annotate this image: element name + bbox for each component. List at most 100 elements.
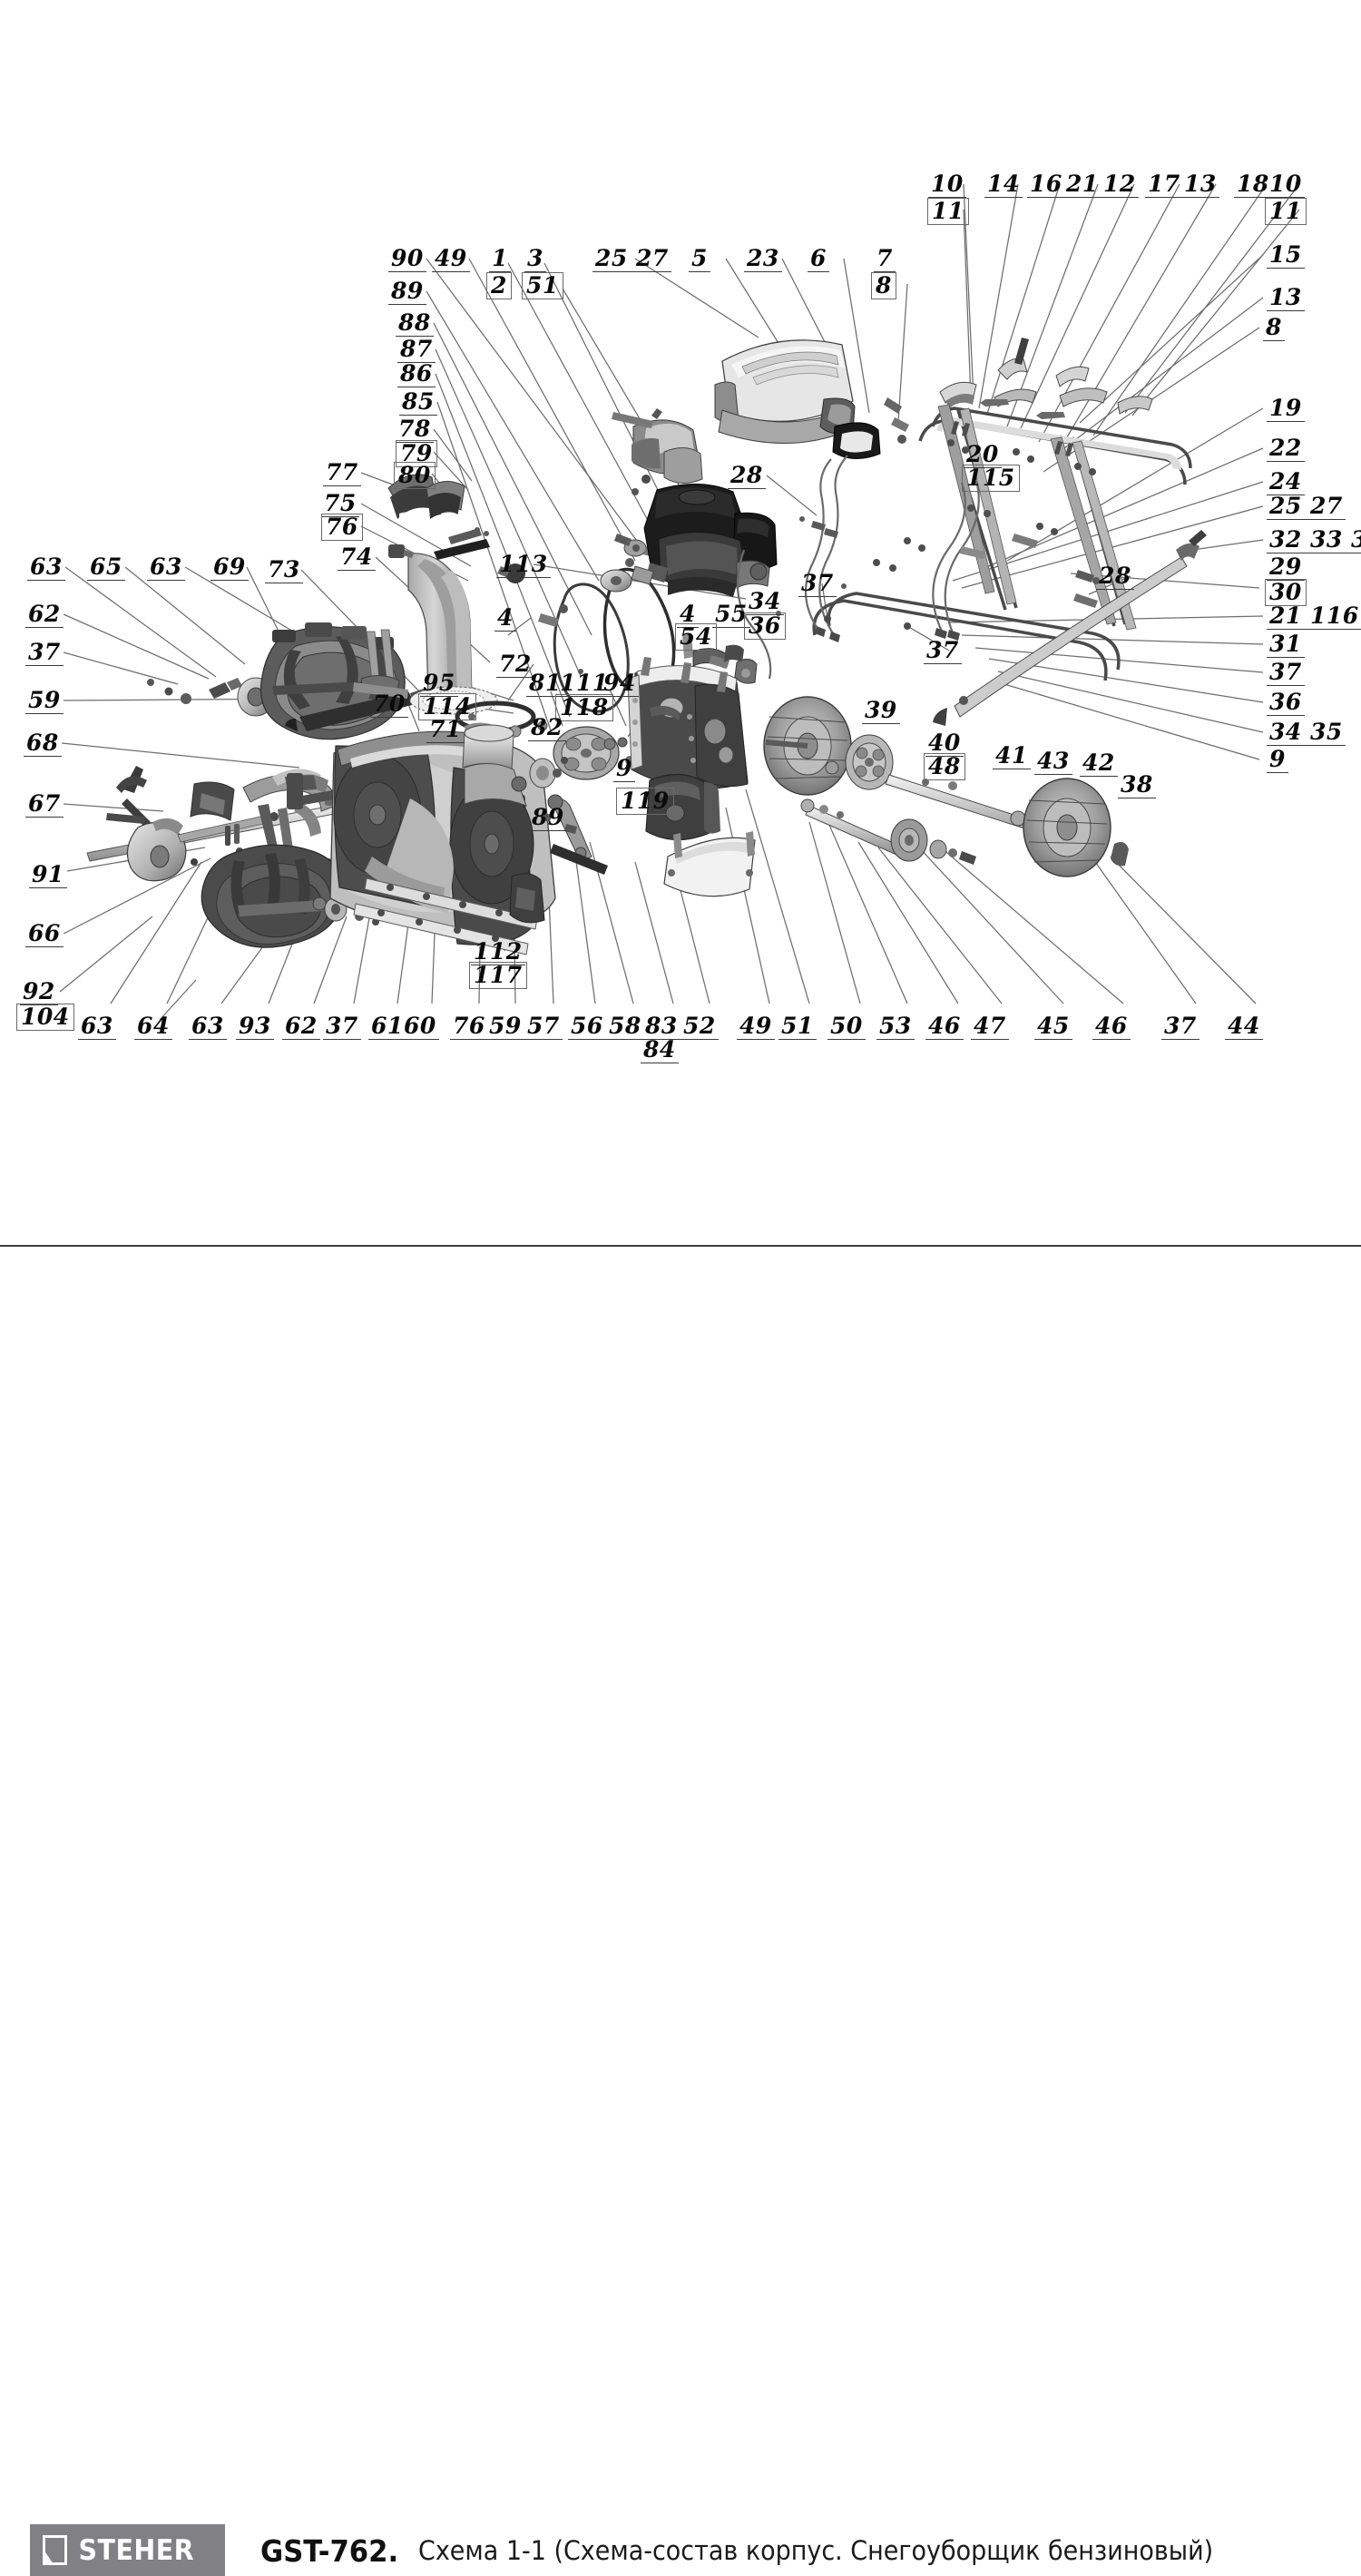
callout-c-67: 67 [25, 792, 64, 818]
callout-c-21a: 21 [1063, 172, 1102, 198]
callout-c-63d: 63 [189, 1014, 227, 1040]
callout-c-37c: 37 [924, 639, 962, 664]
callout-c-76b: 76 [450, 1014, 488, 1040]
callout-c-61: 61 [368, 1014, 406, 1040]
callout-c-63b: 63 [147, 555, 185, 581]
engine-assembly [612, 408, 778, 597]
exploded-view-canvas [0, 0, 1361, 1245]
callout-c-6: 6 [808, 247, 829, 272]
callout-c-114: 114 [418, 693, 476, 720]
callout-c-63c: 63 [78, 1014, 116, 1040]
handlebar-frame-fill [936, 417, 1181, 470]
parts-diagram-page: 90 49 1 3 2 51 25 27 5 23 6 7 8 10 11 14 16 21 12 17 13 18 10… [0, 0, 1361, 1361]
callout-c-29: 29 [1267, 555, 1305, 581]
callout-c-115: 115 [962, 465, 1020, 492]
callout-c-63a: 63 [27, 555, 65, 581]
steher-logo: STEHER [30, 2524, 225, 2576]
callout-c-88: 88 [396, 311, 434, 337]
callout-c-75: 75 [321, 492, 359, 517]
callout-c-37a: 37 [25, 641, 64, 666]
callout-c-3435: 34 35 [1267, 720, 1346, 746]
callout-c-76a: 76 [321, 514, 363, 541]
callout-c-68: 68 [24, 731, 62, 757]
callout-c-62b: 62 [282, 1014, 320, 1040]
callout-c-89a: 89 [388, 279, 426, 305]
callout-c-40: 40 [925, 731, 964, 757]
callout-c-18: 18 [1234, 172, 1272, 198]
callout-c-31: 31 [1267, 632, 1305, 658]
handle-fasteners [873, 421, 1098, 608]
callout-c-3: 3 [524, 247, 546, 272]
callout-c-87: 87 [397, 338, 436, 363]
callout-c-19: 19 [1267, 397, 1305, 422]
callout-c-77: 77 [323, 461, 361, 486]
callout-c-10b: 10 [1267, 172, 1305, 198]
callout-c-37r: 37 [1267, 661, 1305, 686]
callout-c-36r: 36 [1267, 691, 1305, 716]
callout-c-65: 65 [87, 555, 125, 581]
callout-c-47: 47 [971, 1014, 1009, 1040]
rubber-impeller [201, 844, 394, 948]
callout-c-72: 72 [496, 652, 534, 678]
callout-c-90: 90 [388, 247, 426, 272]
callout-c-54: 54 [675, 623, 717, 651]
callout-c-57: 57 [524, 1014, 563, 1040]
callout-c-62a: 62 [25, 602, 64, 628]
callout-c-42: 42 [1080, 751, 1118, 777]
callout-c-20: 20 [964, 443, 1002, 468]
callout-c-86: 86 [397, 362, 436, 387]
callout-c-79: 79 [396, 440, 437, 467]
control-cables [736, 455, 980, 680]
callout-c-60: 60 [401, 1014, 439, 1040]
callout-c-71: 71 [426, 718, 465, 743]
callout-c-38: 38 [1118, 773, 1156, 798]
callout-c-24: 24 [1267, 470, 1305, 495]
callout-c-45: 45 [1034, 1014, 1072, 1040]
callout-c-43: 43 [1034, 749, 1072, 775]
callout-c-2527a: 25 27 [592, 247, 671, 272]
callout-c-112: 112 [471, 940, 525, 965]
callout-c-4a: 4 [494, 606, 516, 632]
callout-c-2: 2 [486, 272, 512, 299]
callout-c-50: 50 [827, 1014, 866, 1040]
callout-c-44: 44 [1225, 1014, 1263, 1040]
callout-c-55: 55 [712, 602, 750, 628]
callout-c-39: 39 [862, 699, 900, 724]
callout-c-113: 113 [496, 553, 551, 578]
callout-c-13b: 13 [1267, 286, 1305, 311]
callout-c-37d: 37 [323, 1014, 361, 1040]
callout-c-53: 53 [876, 1014, 915, 1040]
callout-c-4b: 4 [677, 602, 699, 628]
callout-c-28a: 28 [728, 464, 766, 489]
callout-c-80: 80 [394, 462, 436, 489]
callout-c-56: 56 [568, 1014, 606, 1040]
callout-c-48: 48 [924, 753, 965, 780]
callout-c-85: 85 [399, 390, 437, 416]
callout-c-15: 15 [1267, 243, 1305, 269]
callout-c-16: 16 [1027, 172, 1065, 198]
callout-c-5: 5 [689, 247, 710, 272]
callout-c-30: 30 [1265, 579, 1307, 606]
callout-c-8b: 8 [1263, 316, 1285, 341]
callout-c-1: 1 [489, 247, 511, 272]
callout-c-7: 7 [874, 247, 896, 272]
callout-c-21116: 21 116 [1267, 604, 1361, 630]
callout-c-46a: 46 [925, 1014, 964, 1040]
diagram-caption: GST-762. Схема 1-1 (Схема-состав корпус.… [260, 2528, 1273, 2573]
callout-c-95: 95 [420, 671, 458, 697]
callout-c-37e: 37 [1161, 1014, 1199, 1040]
callout-c-93: 93 [236, 1014, 274, 1040]
callout-c-84: 84 [641, 1038, 679, 1063]
callout-c-51a: 51 [522, 272, 563, 299]
callout-c-70: 70 [370, 692, 408, 718]
callout-c-8a: 8 [871, 272, 896, 299]
misc-fasteners [475, 516, 1100, 674]
callout-c-59b: 59 [486, 1014, 524, 1040]
callout-c-2527b: 25 27 [1267, 495, 1346, 520]
callout-c-58: 58 [606, 1014, 644, 1040]
callout-c-41: 41 [993, 744, 1031, 769]
callout-c-92: 92 [20, 980, 58, 1005]
logo-wordmark: STEHER [78, 2533, 195, 2567]
callout-c-66: 66 [25, 922, 64, 947]
callout-c-118: 118 [555, 694, 613, 721]
